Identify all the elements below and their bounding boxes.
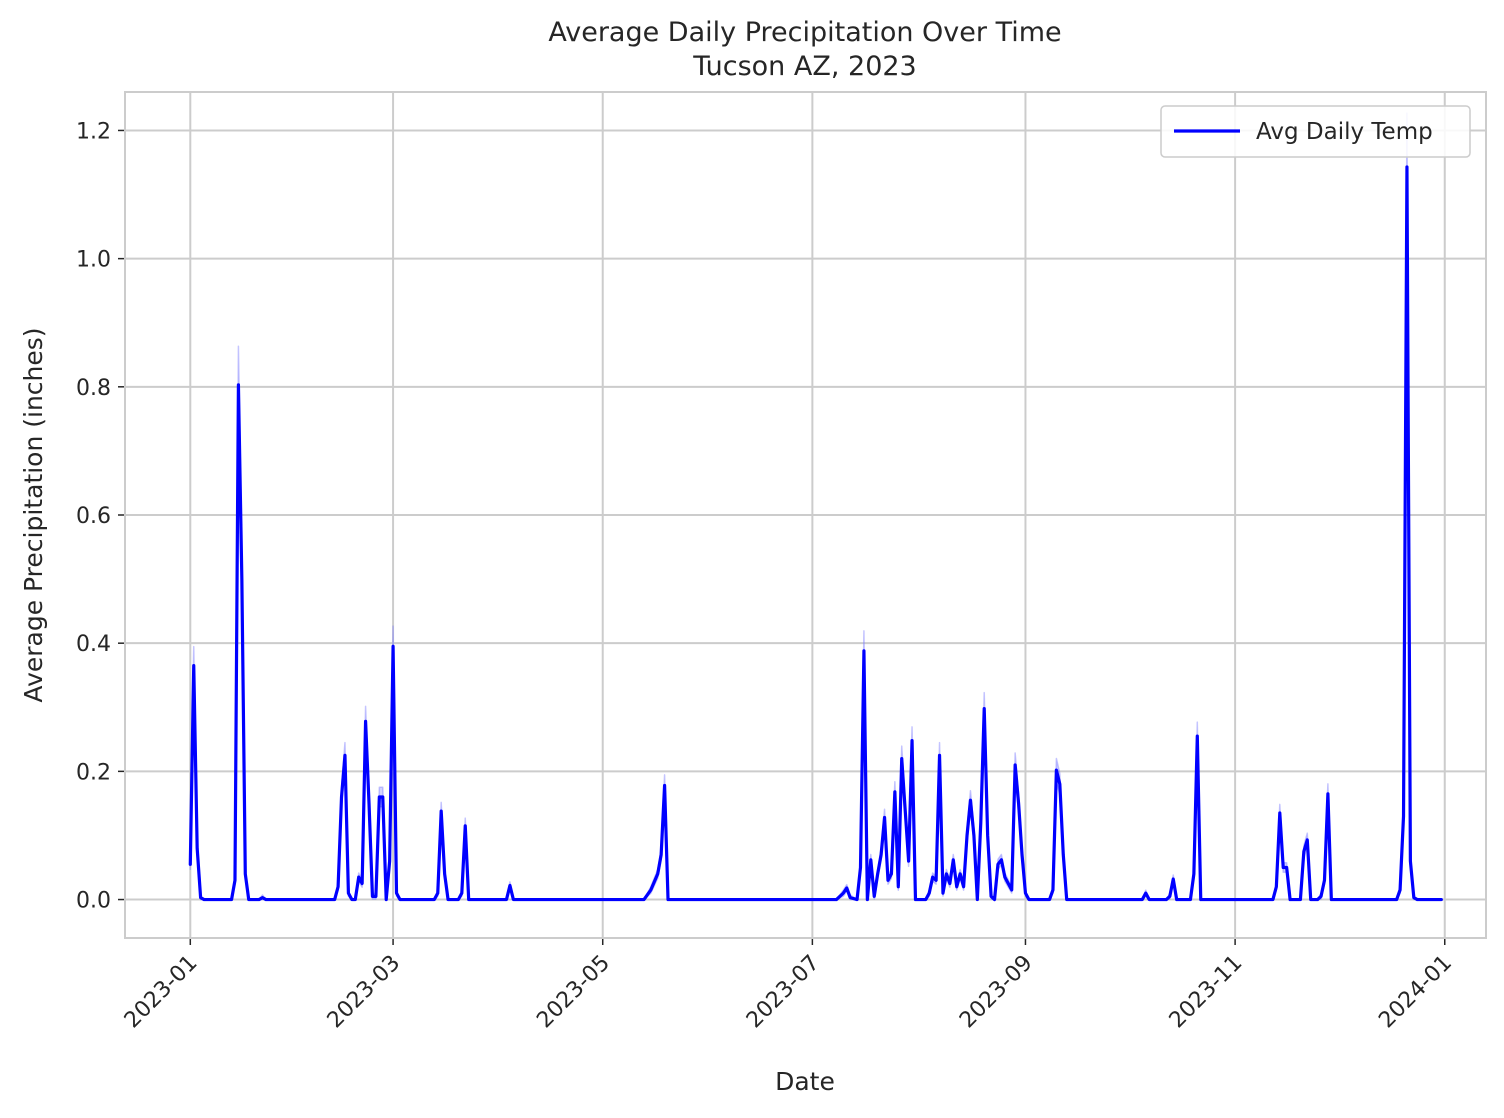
x-tick-label: 2023-11 <box>1165 951 1248 1034</box>
plot-area-frame <box>124 91 1487 939</box>
x-tick-label: 2023-05 <box>532 951 615 1034</box>
x-axis-label: Date <box>775 1067 835 1096</box>
y-axis-label: Average Precipitation (inches) <box>19 327 48 702</box>
x-tick-labels: 2023-01 2023-03 2023-05 2023-07 2023-09 2023-… <box>120 951 1457 1034</box>
x-tick-label: 2023-03 <box>323 951 406 1034</box>
chart-subtitle: Tucson AZ, 2023 <box>692 51 916 82</box>
y-tick-label: 0.2 <box>76 760 111 785</box>
legend: Avg Daily Temp <box>1160 105 1471 158</box>
x-tick-label: 2023-09 <box>955 951 1038 1034</box>
series-line-avg-daily-temp <box>188 165 1443 902</box>
y-tick-label: 1.2 <box>76 119 111 144</box>
x-tick-label: 2024-01 <box>1374 951 1457 1034</box>
x-tick-label: 2023-01 <box>120 951 203 1034</box>
x-tick-label: 2023-07 <box>742 951 825 1034</box>
y-tick-label: 1.0 <box>76 248 111 273</box>
legend-entry-label: Avg Daily Temp <box>1256 119 1433 145</box>
legend-box <box>1160 105 1471 158</box>
y-tick-label: 0.8 <box>76 376 111 401</box>
y-tick-label: 0.6 <box>76 504 111 529</box>
y-tick-label: 0.4 <box>76 632 111 657</box>
series-confidence-band <box>189 112 1443 901</box>
y-gridlines <box>118 129 1486 901</box>
y-tick-label: 0.0 <box>76 889 111 914</box>
chart-title: Average Daily Precipitation Over Time <box>548 17 1061 48</box>
y-tick-labels: 0.0 0.2 0.4 0.6 0.8 1.0 1.2 <box>76 119 111 913</box>
